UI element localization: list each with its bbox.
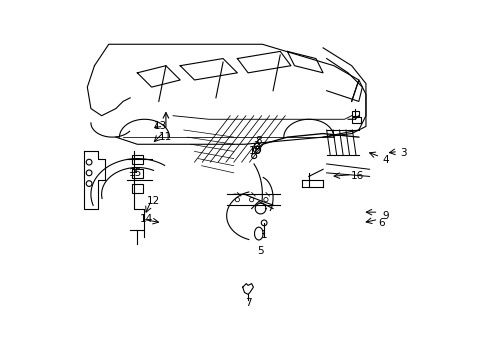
Bar (351, 117, 360, 123)
Text: 16: 16 (350, 171, 363, 181)
Text: 8: 8 (255, 136, 262, 146)
Text: 9: 9 (382, 211, 388, 221)
Bar (132, 184, 142, 193)
Text: 1: 1 (260, 230, 267, 240)
Text: 12: 12 (146, 197, 160, 206)
Bar (351, 111, 358, 116)
Text: 13: 13 (154, 121, 167, 131)
Bar (132, 169, 142, 178)
Text: 2: 2 (253, 141, 260, 151)
Text: 3: 3 (399, 148, 406, 158)
Text: 15: 15 (129, 168, 142, 178)
Text: 4: 4 (382, 156, 388, 165)
Text: 10: 10 (248, 147, 261, 157)
Text: 6: 6 (378, 218, 385, 228)
Bar (132, 155, 142, 164)
Text: 14: 14 (140, 214, 153, 224)
Text: 7: 7 (244, 298, 251, 308)
Text: 5: 5 (257, 247, 264, 256)
Text: 11: 11 (159, 132, 172, 142)
